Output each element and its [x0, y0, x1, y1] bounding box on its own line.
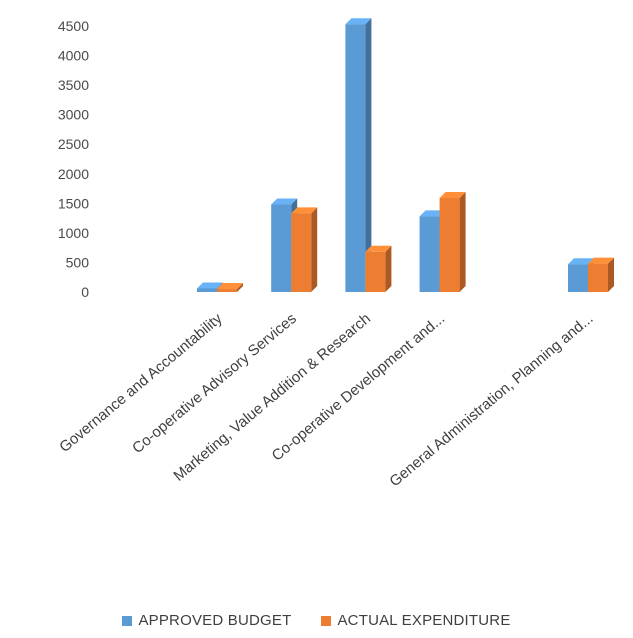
legend-item-actual-expenditure: ACTUAL EXPENDITURE [321, 612, 510, 629]
bar-front [588, 263, 608, 292]
y-tick-label: 4500 [58, 18, 89, 34]
bar-front [568, 264, 588, 292]
bar-top [345, 18, 372, 25]
bar-front [271, 204, 292, 292]
bar [365, 245, 392, 292]
bar-side [311, 207, 318, 292]
bar-side [237, 283, 243, 292]
y-tick-label: 3000 [58, 107, 89, 123]
y-tick-label: 500 [66, 254, 90, 270]
y-tick-label: 4000 [58, 48, 89, 64]
bar-side [385, 245, 392, 292]
bar-top [588, 257, 614, 264]
bar-side [608, 257, 614, 292]
y-tick-label: 3500 [58, 77, 89, 93]
y-tick-label: 1000 [58, 225, 89, 241]
bar-top [568, 258, 594, 265]
bar [345, 18, 372, 293]
bar [217, 283, 243, 292]
bar-top [217, 283, 243, 290]
y-tick-label: 2000 [58, 166, 89, 182]
bar-side [459, 192, 466, 292]
bar-front [217, 289, 237, 292]
legend-item-approved-budget: APPROVED BUDGET [122, 612, 291, 629]
legend-swatch-approved-budget [122, 615, 133, 626]
bar [588, 257, 614, 292]
bar-top [271, 198, 298, 205]
x-axis: Governance and AccountabilityCo-operativ… [56, 310, 596, 491]
bar-front [291, 213, 312, 292]
legend-label-approved-budget: APPROVED BUDGET [138, 612, 292, 629]
y-axis: 0 500 1000 1500 2000 2500 3000 3500 4000 4500 [58, 18, 89, 300]
legend-swatch-actual-expenditure [321, 615, 332, 626]
y-tick-label: 2500 [58, 136, 89, 152]
chart-bars [197, 18, 614, 293]
bar [439, 192, 466, 292]
bar-front [365, 251, 386, 292]
bar-top [365, 245, 392, 252]
bar-front [345, 24, 366, 293]
bar-top [291, 207, 318, 214]
bar-front [197, 288, 217, 292]
legend-label-actual-expenditure: ACTUAL EXPENDITURE [337, 612, 511, 629]
bar-top [439, 192, 466, 199]
bar-top [419, 210, 446, 217]
legend: APPROVED BUDGET ACTUAL EXPENDITURE [0, 612, 633, 629]
bar-front [439, 198, 460, 292]
y-tick-label: 0 [81, 284, 89, 300]
bar-top [197, 282, 223, 289]
bar-front [419, 216, 440, 292]
y-tick-label: 1500 [58, 195, 89, 211]
bar [291, 207, 318, 292]
bar-side [365, 18, 372, 293]
